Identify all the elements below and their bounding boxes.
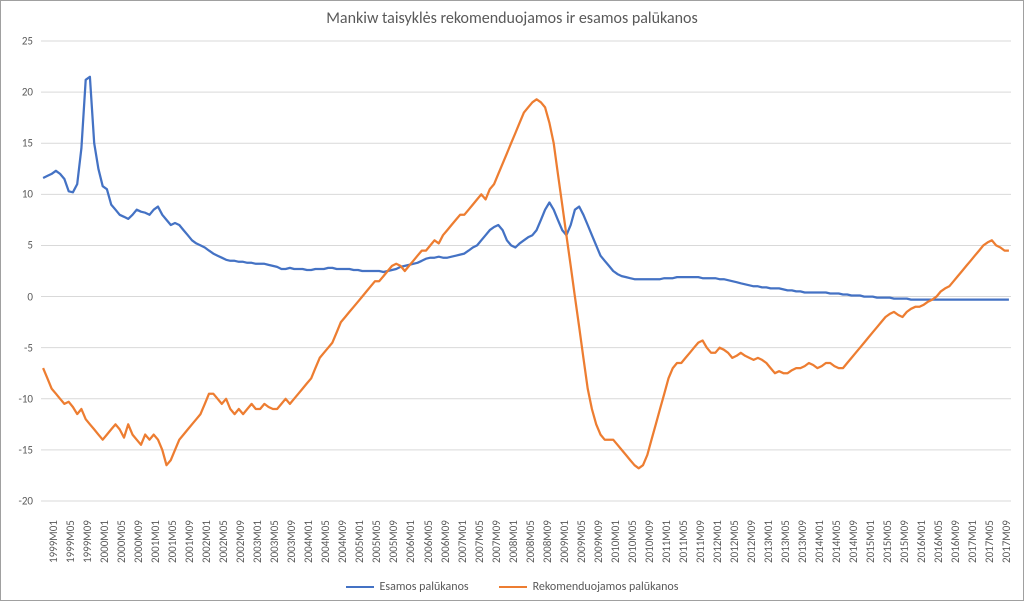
x-tick-label: 2011M05 [677,520,690,563]
x-tick-label: 2013M05 [779,520,792,563]
chart-svg [41,41,1011,501]
x-tick-label: 2007M09 [490,520,503,563]
x-tick-label: 1999M01 [47,520,60,563]
x-tick-label: 2011M01 [660,520,673,563]
y-tick-label: -20 [18,495,33,508]
x-tick-label: 2000M05 [115,520,128,563]
y-tick-label: 10 [22,188,33,201]
legend-swatch [499,586,527,589]
x-tick-label: 2003M09 [285,520,298,563]
x-tick-label: 2003M05 [268,520,281,563]
x-tick-label: 2006M05 [422,520,435,563]
x-tick-label: 2007M01 [456,520,469,563]
x-tick-label: 2005M01 [353,520,366,563]
x-tick-label: 2002M09 [234,520,247,563]
plot-area [41,41,1011,501]
x-tick-label: 2015M01 [864,520,877,563]
x-tick-label: 2001M01 [149,520,162,563]
x-tick-label: 2003M01 [251,520,264,563]
y-tick-label: 5 [27,239,33,252]
x-tick-label: 2001M05 [166,520,179,563]
x-tick-label: 2004M09 [336,520,349,563]
y-tick-label: -5 [24,341,33,354]
x-tick-label: 2016M01 [915,520,928,563]
x-tick-label: 2017M01 [966,520,979,563]
x-tick-label: 2012M05 [728,520,741,563]
line-series [43,77,1009,469]
x-tick-label: 2010M01 [609,520,622,563]
legend-item: Rekomenduojamos palūkanos [499,580,679,594]
x-tick-label: 2000M01 [98,520,111,563]
x-tick-label: 2013M09 [796,520,809,563]
x-tick-label: 2014M05 [830,520,843,563]
y-tick-label: 20 [22,86,33,99]
x-tick-label: 2015M05 [881,520,894,563]
y-axis-labels: -20-15-10-50510152025 [1,41,37,501]
x-tick-label: 2002M05 [217,520,230,563]
legend-label: Rekomenduojamos palūkanos [533,580,679,594]
x-tick-label: 2010M09 [643,520,656,563]
x-tick-label: 2009M01 [558,520,571,563]
chart-container: Mankiw taisyklės rekomenduojamos ir esam… [0,0,1024,601]
x-tick-label: 2008M01 [507,520,520,563]
x-tick-label: 2017M05 [983,520,996,563]
y-tick-label: 25 [22,35,33,48]
x-tick-label: 2013M01 [762,520,775,563]
x-axis-labels: 1999M01 1999M05 1999M09 2000M01 2000M05 2000M… [41,503,1011,569]
chart-title: Mankiw taisyklės rekomenduojamos ir esam… [1,9,1023,28]
x-tick-label: 2012M09 [745,520,758,563]
x-tick-label: 2000M09 [132,520,145,563]
x-tick-label: 2015M09 [898,520,911,563]
x-tick-label: 1999M09 [81,520,94,563]
x-tick-label: 2016M09 [949,520,962,563]
x-tick-label: 1999M05 [64,520,77,563]
x-tick-label: 2009M09 [592,520,605,563]
x-tick-label: 2017M09 [1000,520,1013,563]
x-tick-label: 2007M05 [473,520,486,563]
legend-item: Esamos palūkanos [346,580,469,594]
x-tick-label: 2006M09 [439,520,452,563]
x-tick-label: 2001M09 [183,520,196,563]
x-tick-label: 2008M09 [541,520,554,563]
x-tick-label: 2005M05 [370,520,383,563]
x-tick-label: 2014M09 [847,520,860,563]
x-tick-label: 2012M01 [711,520,724,563]
x-tick-label: 2011M09 [694,520,707,563]
y-tick-label: -15 [18,443,33,456]
legend: Esamos palūkanos Rekomenduojamos palūkano… [1,580,1023,594]
x-tick-label: 2010M05 [626,520,639,563]
y-tick-label: -10 [18,392,33,405]
x-tick-label: 2016M05 [932,520,945,563]
y-tick-label: 0 [27,290,33,303]
x-tick-label: 2004M01 [302,520,315,563]
series-line [43,99,1009,468]
x-tick-label: 2014M01 [813,520,826,563]
legend-label: Esamos palūkanos [380,580,469,594]
x-tick-label: 2008M05 [524,520,537,563]
x-tick-label: 2006M01 [404,520,417,563]
x-tick-label: 2002M01 [200,520,213,563]
x-tick-label: 2005M09 [387,520,400,563]
legend-swatch [346,586,374,589]
x-tick-label: 2009M05 [575,520,588,563]
x-tick-label: 2004M05 [319,520,332,563]
y-tick-label: 15 [22,137,33,150]
